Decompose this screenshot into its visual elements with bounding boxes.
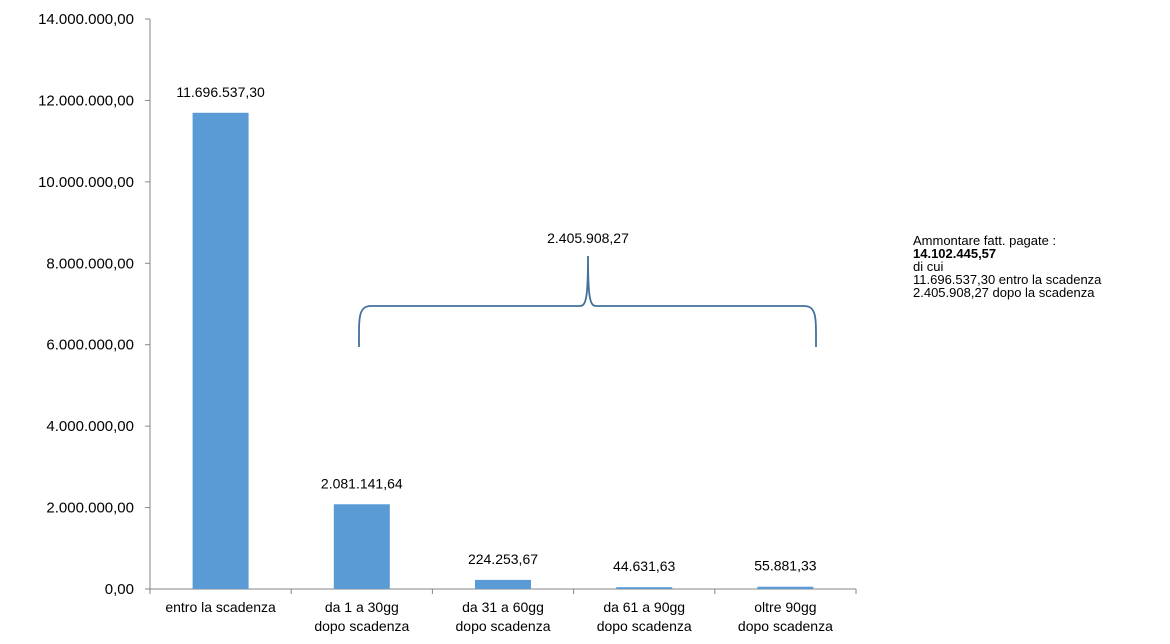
x-tick-label: da 61 a 90gg dopo scadenza [597, 599, 692, 634]
bar-data-label: 2.081.141,64 [321, 475, 403, 491]
y-axis: 0,00 2.000.000,00 4.000.000,00 6.000.000,00… [38, 11, 151, 598]
bar [192, 112, 249, 589]
y-tick-label: 2.000.000,00 [46, 500, 134, 517]
x-tick-label: entro la scadenza [165, 599, 276, 615]
data-labels: 11.696.537,30 2.081.141,64 224.253,67 44.63… [176, 84, 816, 574]
y-tick-label: 8.000.000,00 [46, 255, 134, 272]
brace-annotation: 2.405.908,27 [358, 230, 817, 348]
x-tick-label: da 31 a 60gg dopo scadenza [456, 599, 551, 634]
brace-label: 2.405.908,27 [547, 230, 629, 246]
bar [757, 586, 814, 589]
note-line-late: 2.405.908,27 dopo la scadenza [913, 285, 1095, 300]
bar [475, 579, 531, 589]
note-line-on-time: 11.696.537,30 entro la scadenza [913, 272, 1102, 287]
y-tick-label: 14.000.000,00 [38, 11, 134, 28]
bar [333, 504, 390, 589]
bar-data-label: 44.631,63 [613, 558, 675, 574]
bar-data-label: 11.696.537,30 [176, 84, 265, 100]
y-tick-label: 10.000.000,00 [38, 174, 134, 191]
note-line-of-which: di cui [913, 259, 944, 274]
x-tick-label: oltre 90gg dopo scadenza [738, 599, 833, 634]
bars [192, 112, 814, 589]
x-axis: entro la scadenza da 1 a 30gg dopo scadenz… [149, 588, 857, 634]
summary-note: Ammontare fatt. pagate : 14.102.445,57 d… [913, 234, 1101, 299]
note-line-title: Ammontare fatt. pagate : [913, 233, 1057, 248]
y-tick-label: 6.000.000,00 [46, 337, 134, 354]
bar [616, 587, 673, 589]
bar-data-label: 55.881,33 [754, 558, 816, 574]
y-tick-label: 12.000.000,00 [38, 92, 134, 109]
brace-path [358, 255, 817, 348]
note-line-total: 14.102.445,57 [913, 246, 997, 261]
x-tick-label: da 1 a 30gg dopo scadenza [314, 599, 409, 634]
y-tick-label: 0,00 [105, 581, 134, 598]
y-tick-label: 4.000.000,00 [46, 418, 134, 435]
bar-data-label: 224.253,67 [468, 551, 538, 567]
